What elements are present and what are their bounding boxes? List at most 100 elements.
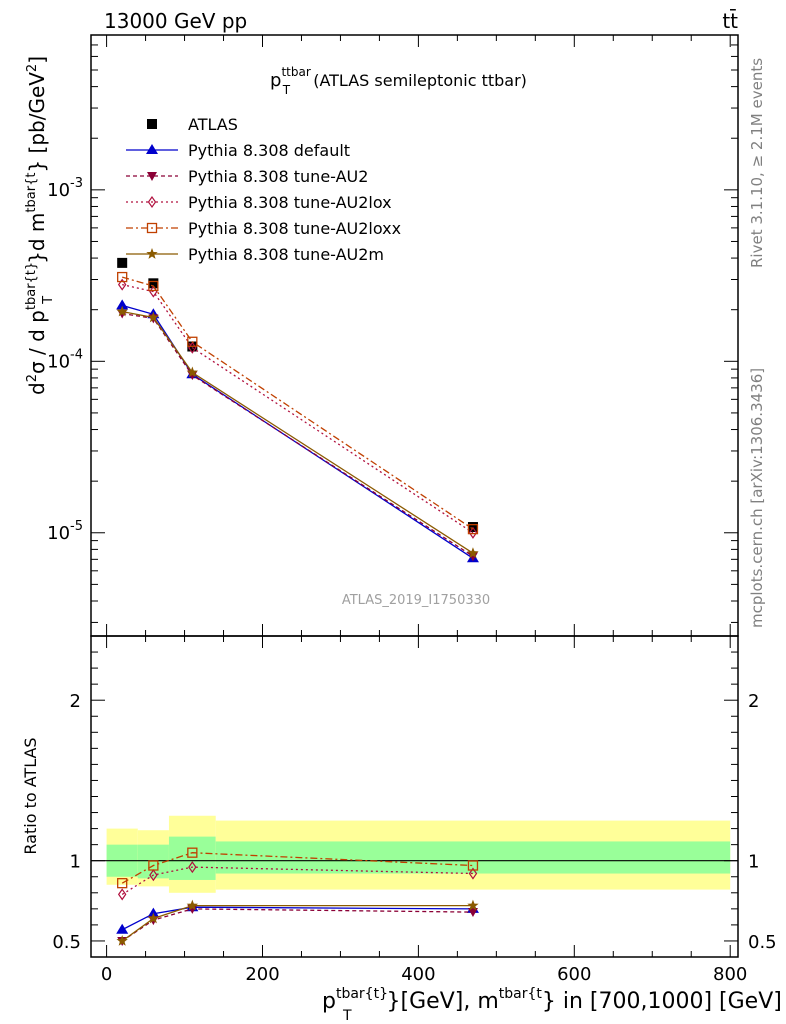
ratio-y-tick-label: 1 <box>70 852 81 873</box>
svg-text:d2σ / d ptbar{t}T}d mtbar{t} [: d2σ / d ptbar{t} T}d mtbar{t} [pb/GeV2] <box>24 56 56 395</box>
data-point <box>467 523 479 535</box>
data-point <box>147 311 160 323</box>
series-1 <box>116 299 479 563</box>
plot-title-sup: ttbar <box>281 65 310 79</box>
ratio-series-2 <box>117 861 478 901</box>
ratio-line <box>121 906 474 931</box>
ratio-point <box>186 899 199 911</box>
ratio-series-3 <box>117 847 479 889</box>
header-process: tt̄ <box>722 8 738 33</box>
legend-marker <box>147 119 157 129</box>
data-point <box>468 526 478 539</box>
y-tick-label: 10-5 <box>47 519 83 544</box>
plot-title: pttbar T (ATLAS semileptonic ttbar) <box>270 65 527 97</box>
ratio-point <box>468 867 478 880</box>
legend: ATLAS Pythia 8.308 default Pythia 8.308 tu… <box>126 115 401 264</box>
data-point <box>117 278 127 291</box>
data-point <box>116 299 129 310</box>
series-4 <box>117 271 479 535</box>
legend-entry: Pythia 8.308 default <box>126 141 350 160</box>
ratio-line <box>121 904 473 942</box>
legend-marker <box>146 222 158 234</box>
ratio-point <box>117 878 128 889</box>
data-point <box>186 366 199 378</box>
ratio-point <box>117 888 127 901</box>
legend-marker <box>146 144 158 154</box>
ratio-point <box>148 860 159 871</box>
legend-entry: ATLAS <box>147 115 238 134</box>
ratio-y-tick-label: 0.5 <box>748 932 777 953</box>
upper-series-layer <box>116 257 479 563</box>
legend-label: Pythia 8.308 default <box>188 141 350 160</box>
x-tick-label: 400 <box>401 964 435 985</box>
ratio-y-tick-label: 2 <box>748 691 759 712</box>
series-line <box>122 312 474 557</box>
ratio-point <box>467 860 479 871</box>
series-5 <box>116 305 479 559</box>
data-point <box>148 280 159 292</box>
legend-label: Pythia 8.308 tune-AU2m <box>188 245 384 264</box>
series-line <box>122 283 474 534</box>
data-point <box>117 271 128 283</box>
ratio-line <box>121 866 474 895</box>
data-point <box>187 336 198 347</box>
ratio-point <box>149 869 158 882</box>
series-0 <box>117 257 478 533</box>
lower-series-layer <box>116 847 479 946</box>
ratio-y-tick-label: 1 <box>748 852 759 873</box>
series-line <box>122 304 474 559</box>
plot-title-main: p <box>270 70 281 91</box>
x-tick-label: 0 <box>101 964 112 985</box>
legend-entry: Pythia 8.308 tune-AU2loxx <box>126 219 401 238</box>
ratio-point <box>116 934 128 946</box>
ratio-line <box>121 908 474 942</box>
series-2 <box>117 309 478 562</box>
ratio-point <box>187 847 198 858</box>
legend-label: Pythia 8.308 tune-AU2loxx <box>188 219 401 238</box>
legend-label: Pythia 8.308 tune-AU2 <box>188 167 368 186</box>
ratio-series-4 <box>116 899 479 946</box>
y-axis-label: d2σ / d ptbar{t} T}d mtbar{t} [pb/GeV2] <box>24 56 56 395</box>
upper-axis-ticks: 10-5 10-4 10-3 <box>47 34 738 636</box>
green-band <box>168 836 216 880</box>
series-line <box>122 276 474 530</box>
data-point <box>117 257 128 268</box>
legend-marker <box>146 248 158 259</box>
watermark: ATLAS_2019_I1750330 <box>342 593 490 608</box>
legend-marker <box>147 195 157 209</box>
ratio-y-tick-label: 2 <box>70 691 81 712</box>
ratio-point <box>467 908 478 918</box>
y-tick-label: 10-3 <box>47 176 83 201</box>
y-tick-label: 10-4 <box>47 347 83 372</box>
ratio-point <box>116 923 129 934</box>
ratio-point <box>188 861 197 874</box>
legend-label: ATLAS <box>188 115 238 134</box>
plot-title-sub: T <box>282 83 291 97</box>
series-line <box>122 310 474 554</box>
side-label-rivet: Rivet 3.1.10, ≥ 2.1M events <box>748 58 766 268</box>
ratio-y-axis-label: Ratio to ATLAS <box>21 737 40 854</box>
legend-entry: Pythia 8.308 tune-AU2m <box>126 245 384 264</box>
legend-entry: Pythia 8.308 tune-AU2lox <box>126 193 392 212</box>
plot-title-rest: (ATLAS semileptonic ttbar) <box>308 71 527 90</box>
ratio-line <box>121 852 474 884</box>
series-3 <box>117 278 478 539</box>
data-point <box>467 547 479 559</box>
legend-label: Pythia 8.308 tune-AU2lox <box>188 193 392 212</box>
x-tick-label: 800 <box>713 964 747 985</box>
side-label-mcplots: mcplots.cern.ch [arXiv:1306.3436] <box>748 368 766 628</box>
svg-text:ptbar{t}T}[GeV], mtbar{t} in [: ptbar{t} T}[GeV], mtbar{t} in [700,1000] … <box>322 986 782 1024</box>
ratio-point <box>467 899 479 911</box>
data-point <box>116 305 128 317</box>
x-tick-label: 600 <box>557 964 591 985</box>
legend-marker <box>147 172 157 181</box>
x-axis-label: ptbar{t} T}[GeV], mtbar{t} in [700,1000] … <box>322 986 782 1024</box>
ratio-point <box>147 912 160 924</box>
x-tick-label: 200 <box>245 964 279 985</box>
ratio-y-tick-label: 0.5 <box>52 932 81 953</box>
legend-entry: Pythia 8.308 tune-AU2 <box>126 167 368 186</box>
data-point <box>148 278 159 289</box>
header-energy: 13000 GeV pp <box>104 9 247 33</box>
